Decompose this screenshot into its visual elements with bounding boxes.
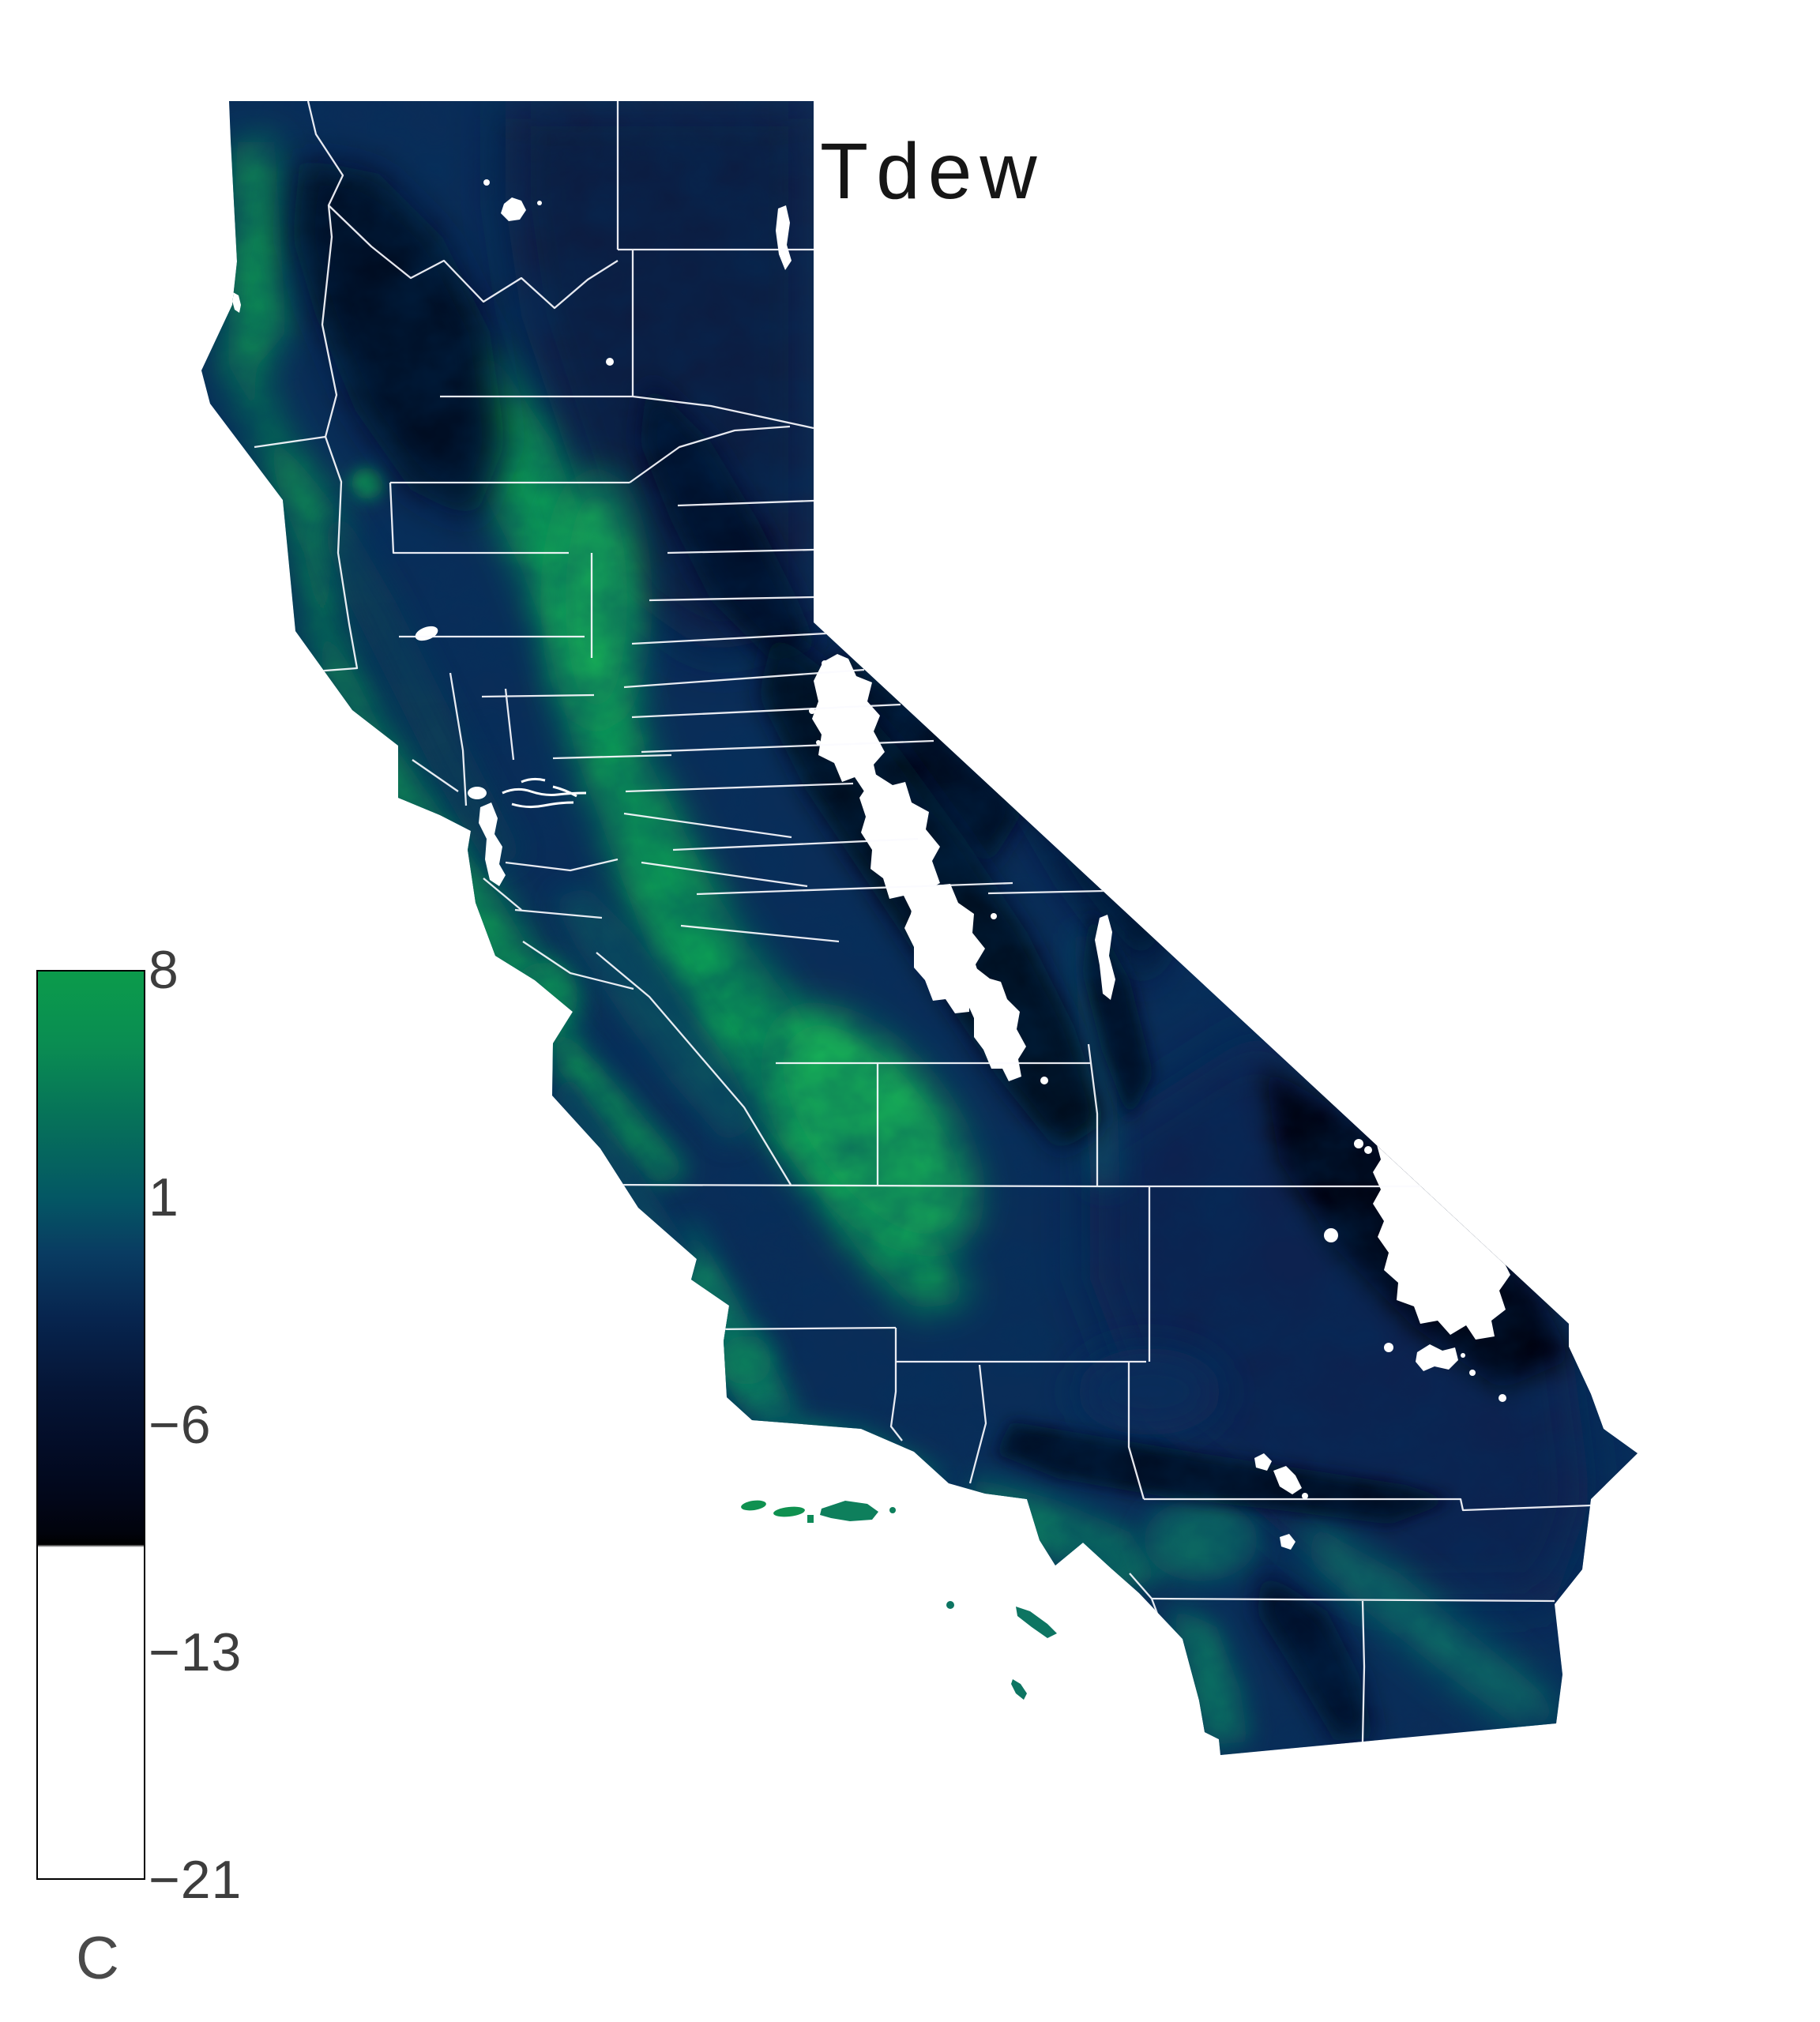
county-boundaries [254,101,1592,1742]
colorbar-tick-1: 1 [149,1167,179,1227]
sf-bay-delta [468,777,587,886]
channel-islands [741,1500,1057,1700]
colorbar-tick-8: 8 [149,940,179,1000]
colorbar-tick-neg6: −6 [149,1395,212,1455]
colorbar-unit-label: C [76,1925,119,1992]
colorbar-tick-neg21: −21 [149,1850,243,1910]
plot-title: Tdew [820,127,1045,216]
colorbar-tick-neg13: −13 [149,1622,243,1682]
tdew-raster [201,101,1638,1755]
colorbar [36,970,145,1880]
